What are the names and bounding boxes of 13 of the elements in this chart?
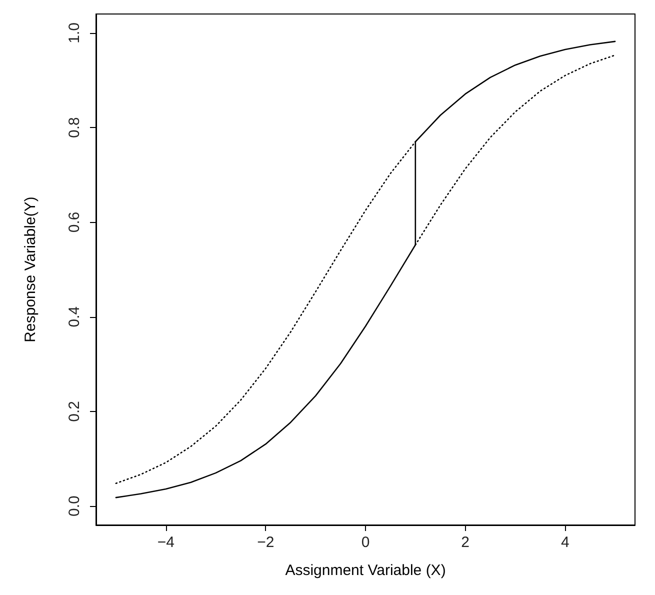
x-tick-label: −4 [157, 534, 174, 551]
y-tick-label: 0.4 [66, 306, 83, 328]
y-tick-label: 0.2 [66, 401, 83, 422]
y-tick-label: 0.6 [66, 212, 83, 233]
y-tick-label: 0.8 [66, 117, 83, 138]
x-tick-label: 2 [461, 534, 470, 551]
y-tick-label: 0.0 [66, 496, 83, 517]
x-tick-label: −2 [257, 534, 274, 551]
y-axis-title: Response Variable(Y) [22, 196, 39, 342]
x-tick-label: 4 [560, 534, 570, 551]
y-tick-label: 1.0 [66, 22, 83, 44]
x-tick-label: 0 [361, 534, 370, 551]
x-axis-title: Assignment Variable (X) [285, 562, 446, 579]
